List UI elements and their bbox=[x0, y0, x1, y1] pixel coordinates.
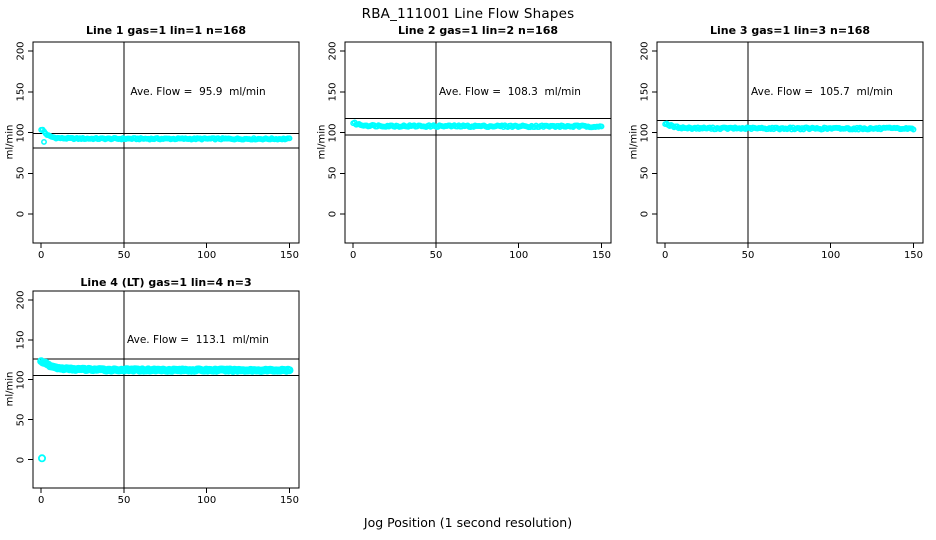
data-point-markers bbox=[350, 119, 605, 131]
subplot-title-line-2: Line 2 gas=1 lin=2 n=168 bbox=[397, 24, 559, 37]
x-tick-label: 0 bbox=[38, 250, 45, 261]
x-tick-label: 50 bbox=[117, 250, 131, 261]
x-tick-label: 150 bbox=[591, 250, 612, 261]
data-point-markers bbox=[662, 120, 917, 133]
y-tick-label: 0 bbox=[15, 210, 27, 218]
ave-flow-annotation-line-2: Ave. Flow = 108.3 ml/min bbox=[439, 86, 581, 98]
plot-box bbox=[32, 41, 300, 244]
x-tick-label: 100 bbox=[197, 495, 217, 506]
x-axis-title: Jog Position (1 second resolution) bbox=[363, 515, 573, 530]
x-tick-label: 150 bbox=[903, 250, 924, 261]
plot-box bbox=[656, 41, 924, 244]
y-tick-label: 0 bbox=[639, 210, 651, 218]
plot-box bbox=[32, 290, 300, 489]
x-tick-label: 150 bbox=[279, 250, 300, 261]
subplot-title-line-1: Line 1 gas=1 lin=1 n=168 bbox=[85, 24, 247, 37]
y-tick-label: 150 bbox=[327, 82, 339, 102]
y-tick-label: 200 bbox=[15, 41, 27, 61]
ave-flow-annotation-line-3: Ave. Flow = 105.7 ml/min bbox=[751, 86, 893, 98]
x-tick-label: 100 bbox=[197, 250, 217, 261]
x-tick-label: 0 bbox=[38, 495, 45, 506]
y-tick-label: 150 bbox=[15, 330, 27, 350]
x-tick-label: 50 bbox=[117, 495, 131, 506]
y-tick-label: 0 bbox=[15, 456, 27, 463]
y-tick-label: 200 bbox=[327, 41, 339, 61]
y-tick-label: 50 bbox=[15, 166, 27, 180]
y-tick-label: 200 bbox=[639, 41, 651, 61]
y-tick-label: 50 bbox=[327, 166, 339, 180]
plot-box bbox=[344, 41, 612, 244]
y-tick-label: 50 bbox=[15, 413, 27, 427]
ave-flow-annotation-line-1: Ave. Flow = 95.9 ml/min bbox=[130, 86, 266, 98]
x-tick-label: 0 bbox=[350, 250, 357, 261]
y-axis-label-line-1: ml/min bbox=[4, 124, 16, 160]
subplot-title-line-3: Line 3 gas=1 lin=3 n=168 bbox=[709, 24, 871, 37]
y-tick-label: 150 bbox=[15, 82, 27, 102]
outlier-point-marker bbox=[38, 454, 47, 463]
data-point-markers bbox=[38, 126, 293, 145]
x-tick-label: 100 bbox=[821, 250, 841, 261]
page-title: RBA_111001 Line Flow Shapes bbox=[361, 6, 575, 22]
y-tick-label: 100 bbox=[15, 123, 27, 143]
ave-flow-annotation-line-4: Ave. Flow = 113.1 ml/min bbox=[127, 334, 269, 346]
y-tick-label: 100 bbox=[15, 370, 27, 390]
x-tick-label: 50 bbox=[429, 250, 443, 261]
x-tick-label: 100 bbox=[509, 250, 529, 261]
x-tick-label: 50 bbox=[741, 250, 755, 261]
y-tick-label: 0 bbox=[327, 210, 339, 218]
subplot-title-line-4: Line 4 (LT) gas=1 lin=4 n=3 bbox=[80, 276, 252, 289]
outlier-point-marker bbox=[41, 138, 47, 145]
y-axis-label-line-2: ml/min bbox=[316, 124, 328, 160]
y-tick-label: 150 bbox=[639, 82, 651, 102]
y-tick-label: 50 bbox=[639, 166, 651, 180]
y-axis-label-line-3: ml/min bbox=[628, 124, 640, 160]
y-tick-label: 200 bbox=[15, 290, 27, 310]
y-tick-label: 100 bbox=[639, 123, 651, 143]
x-tick-label: 150 bbox=[279, 495, 300, 506]
data-point-markers bbox=[37, 357, 294, 463]
y-tick-label: 100 bbox=[327, 123, 339, 143]
y-axis-label-line-4: ml/min bbox=[4, 371, 16, 407]
x-tick-label: 0 bbox=[662, 250, 669, 261]
